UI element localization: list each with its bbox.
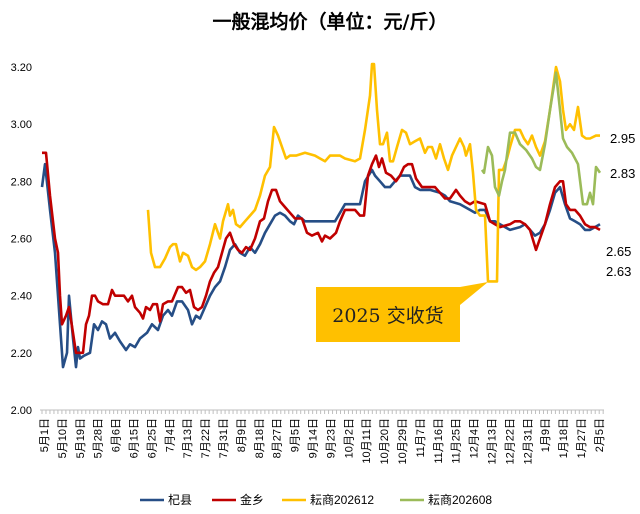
- legend-label: 金乡: [240, 492, 264, 507]
- x-tick-label: 2月5日: [594, 418, 606, 452]
- legend: 杞县 金乡 耘商202612 耘商202608: [140, 492, 492, 507]
- end-value-label: 2.83: [610, 166, 635, 181]
- series-line-0: [40, 162, 601, 369]
- x-tick-label: 9月14日: [308, 418, 320, 458]
- annotation-box: [316, 282, 488, 342]
- end-value-label: 2.65: [606, 244, 631, 259]
- series-line-2: [146, 62, 600, 283]
- y-axis: 2.00 2.20 2.40 2.60 2.80 3.00 3.20: [11, 62, 32, 417]
- end-value-label: 2.95: [610, 131, 635, 146]
- x-tick-label: 6月6日: [111, 418, 123, 452]
- end-labels: 2.65 2.63 2.95 2.83: [606, 131, 635, 279]
- x-tick-label: 5月28日: [93, 418, 105, 458]
- annotation-callout: 2025 交收货: [316, 282, 488, 342]
- x-tick-label: 12月13日: [487, 418, 499, 464]
- x-tick-label: 7月31日: [218, 418, 230, 458]
- annotation-text: 2025 交收货: [332, 305, 443, 327]
- legend-label: 耘商202608: [428, 492, 492, 507]
- y-tick-label: 3.00: [11, 119, 32, 131]
- x-tick-label: 12月31日: [522, 418, 534, 464]
- y-tick-label: 2.60: [11, 234, 32, 246]
- x-tick-label: 8月18日: [254, 418, 266, 458]
- x-tick-label: 10月11日: [361, 418, 373, 464]
- x-tick-label: 11月25日: [451, 418, 463, 464]
- x-tick-label: 12月4日: [469, 418, 481, 458]
- legend-label: 耘商202612: [310, 492, 374, 507]
- x-tick-label: 7月22日: [200, 418, 212, 458]
- x-tick-label: 12月22日: [504, 418, 516, 464]
- series-group: [40, 62, 602, 369]
- y-tick-label: 2.40: [11, 291, 32, 303]
- y-tick-label: 3.20: [11, 62, 32, 74]
- x-tick-label: 8月27日: [272, 418, 284, 458]
- x-tick-label: 1月27日: [576, 418, 588, 458]
- chart-title: 一般混均价（单位：元/斤）: [213, 10, 448, 33]
- x-tick-label: 5月19日: [75, 418, 87, 458]
- x-tick-label: 11月7日: [415, 418, 427, 458]
- end-value-label: 2.63: [606, 264, 631, 279]
- x-tick-label: 9月5日: [290, 418, 302, 452]
- x-tick-label: 8月9日: [236, 418, 248, 452]
- y-tick-label: 2.80: [11, 176, 32, 188]
- x-tick-label: 5月10日: [57, 418, 69, 458]
- x-tick-label: 1月18日: [558, 418, 570, 458]
- x-tick-label: 9月23日: [325, 418, 337, 458]
- x-tick-label: 7月4日: [164, 418, 176, 452]
- x-tick-label: 11月16日: [433, 418, 445, 464]
- x-tick-label: 6月25日: [146, 418, 158, 458]
- x-tick-label: 1月9日: [540, 418, 552, 452]
- x-tick-label: 10月20日: [379, 418, 391, 464]
- x-tick-label: 10月2日: [343, 418, 355, 458]
- series-line-3: [480, 71, 602, 206]
- x-tick-label: 7月13日: [182, 418, 194, 458]
- x-tick-label: 5月1日: [39, 418, 51, 452]
- x-axis: 5月1日 5月10日 5月19日 5月28日 6月6日 6月15日 6月25日 7月4日 7月1…: [39, 410, 606, 464]
- y-tick-label: 2.20: [11, 348, 32, 360]
- x-tick-label: 10月29日: [397, 418, 409, 464]
- y-tick-label: 2.00: [11, 405, 32, 417]
- legend-label: 杞县: [168, 493, 192, 507]
- x-tick-label: 6月15日: [129, 418, 141, 458]
